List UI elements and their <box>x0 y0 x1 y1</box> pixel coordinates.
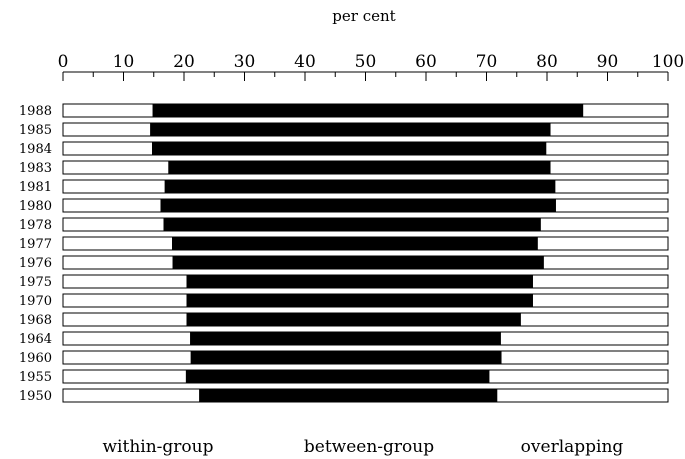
x-tick-label: 30 <box>234 52 256 72</box>
year-label: 1970 <box>19 294 52 309</box>
bar-segment-between-group <box>163 217 541 232</box>
bar-segment-within-group <box>62 198 162 213</box>
bar-segment-between-group <box>185 369 490 384</box>
bar-segment-between-group <box>152 141 547 156</box>
x-tick-label: 90 <box>597 52 619 72</box>
year-label: 1980 <box>19 199 52 214</box>
bar-segment-between-group <box>190 350 502 365</box>
bar-segment-overlapping <box>549 160 669 175</box>
bar-segment-within-group <box>62 369 187 384</box>
legend-label: between-group <box>304 437 434 457</box>
year-label: 1978 <box>19 218 52 233</box>
year-label: 1950 <box>19 389 52 404</box>
bar-segment-between-group <box>160 198 556 213</box>
bar-segment-within-group <box>62 350 192 365</box>
bar-segment-within-group <box>62 255 174 270</box>
x-tick-label: 60 <box>415 52 437 72</box>
bar-segment-between-group <box>150 122 551 137</box>
bar-segment-within-group <box>62 217 165 232</box>
year-label: 1977 <box>19 237 52 252</box>
x-tick-label: 10 <box>113 52 135 72</box>
bar-segment-between-group <box>172 236 538 251</box>
bar-segment-overlapping <box>500 350 669 365</box>
bar-segment-overlapping <box>488 369 669 384</box>
bar-segment-overlapping <box>582 103 669 118</box>
x-tick-label: 20 <box>173 52 195 72</box>
bar-segment-within-group <box>62 179 166 194</box>
year-label: 1981 <box>19 180 52 195</box>
x-axis: 0 10 20 30 40 50 60 70 80 90 100 <box>58 52 684 81</box>
bar-segment-within-group <box>62 388 201 403</box>
bar-segment-within-group <box>62 160 170 175</box>
year-label: 1960 <box>19 351 52 366</box>
bar-segment-within-group <box>62 293 188 308</box>
bar-segment-within-group <box>62 274 188 289</box>
bar-segment-between-group <box>190 331 501 346</box>
bar-segment-within-group <box>62 312 188 327</box>
x-tick-label: 40 <box>294 52 316 72</box>
bar-segment-overlapping <box>499 331 669 346</box>
bar-segment-within-group <box>62 103 154 118</box>
bar-segment-overlapping <box>554 179 669 194</box>
bar-segment-overlapping <box>519 312 669 327</box>
year-label: 1968 <box>19 313 52 328</box>
x-tick-label: 100 <box>652 52 684 72</box>
bar-segment-within-group <box>62 331 192 346</box>
bar-segment-overlapping <box>545 141 669 156</box>
x-tick-label: 0 <box>58 52 69 72</box>
bar-segment-between-group <box>168 160 551 175</box>
year-label: 1975 <box>19 275 52 290</box>
year-label: 1964 <box>19 332 52 347</box>
bar-segment-within-group <box>62 122 152 137</box>
bar-segment-between-group <box>186 274 533 289</box>
bar-segment-within-group <box>62 236 174 251</box>
legend-label: within-group <box>103 437 214 457</box>
year-label: 1984 <box>19 142 52 157</box>
bar-segment-overlapping <box>554 198 669 213</box>
bar-segment-between-group <box>172 255 544 270</box>
year-label: 1988 <box>19 104 52 119</box>
bars <box>62 103 669 403</box>
bar-segment-overlapping <box>539 217 669 232</box>
year-labels: 1988 1985 1984 1983 1981 1980 1978 1977 1976 1975… <box>19 104 52 404</box>
axis-title: per cent <box>332 7 395 25</box>
bar-segment-overlapping <box>536 236 669 251</box>
x-tick-label: 80 <box>536 52 558 72</box>
bar-segment-overlapping <box>531 293 669 308</box>
x-tick-label: 50 <box>355 52 377 72</box>
bar-segment-between-group <box>186 293 533 308</box>
bar-segment-overlapping <box>542 255 669 270</box>
x-tick-label: 70 <box>476 52 498 72</box>
legend: within-group between-group overlapping <box>103 437 624 457</box>
year-label: 1976 <box>19 256 52 271</box>
bar-segment-between-group <box>186 312 521 327</box>
legend-label: overlapping <box>521 437 624 457</box>
year-label: 1985 <box>19 123 52 138</box>
year-label: 1983 <box>19 161 52 176</box>
bar-segment-between-group <box>199 388 498 403</box>
bar-segment-between-group <box>164 179 556 194</box>
year-label: 1955 <box>19 370 52 385</box>
bar-segment-between-group <box>152 103 584 118</box>
bar-segment-within-group <box>62 141 154 156</box>
bar-segment-overlapping <box>496 388 669 403</box>
bar-segment-overlapping <box>549 122 669 137</box>
bar-segment-overlapping <box>531 274 669 289</box>
